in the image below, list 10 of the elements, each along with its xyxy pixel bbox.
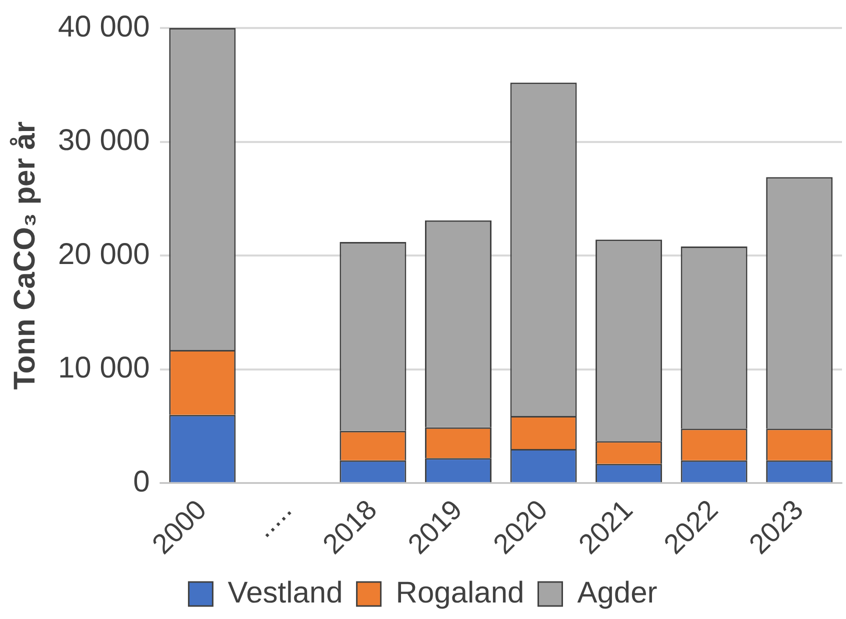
y-tick-label: 10 000 bbox=[58, 352, 150, 385]
legend-label: Rogaland bbox=[396, 576, 524, 610]
y-tick-label: 0 bbox=[133, 465, 150, 498]
legend-label: Agder bbox=[577, 576, 658, 610]
y-axis-title: Tonn CaCO₃ per år bbox=[8, 121, 42, 390]
y-tick-label: 30 000 bbox=[58, 124, 150, 158]
y-tick-label: 40 000 bbox=[58, 10, 150, 44]
legend-label: Vestland bbox=[228, 576, 343, 610]
x-tick-label: ..... bbox=[248, 494, 298, 544]
y-tick-label: 20 000 bbox=[58, 238, 150, 271]
